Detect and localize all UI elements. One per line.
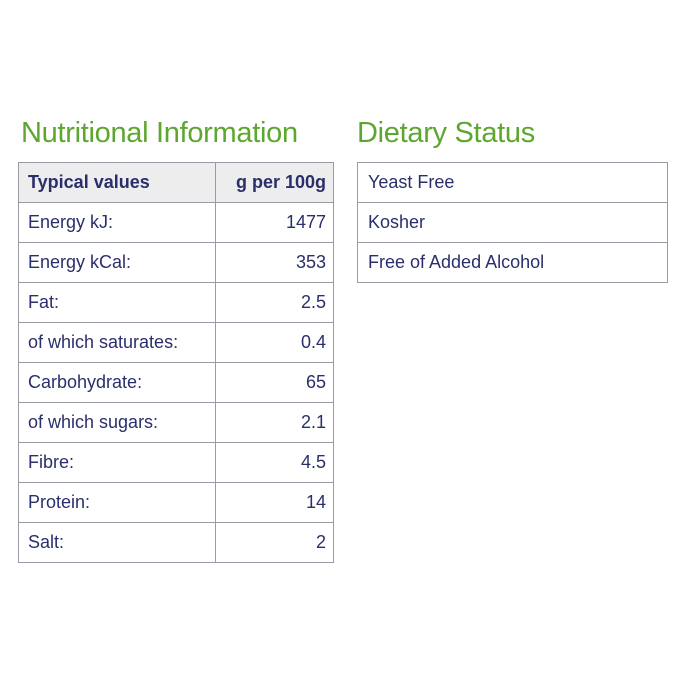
table-row: Energy kCal: 353 — [18, 242, 334, 283]
table-row: Salt: 2 — [18, 522, 334, 563]
nutrient-label: Energy kJ: — [18, 202, 216, 243]
nutrition-table: Typical values g per 100g Energy kJ: 147… — [18, 162, 334, 563]
nutrient-label: Protein: — [18, 482, 216, 523]
table-row: Carbohydrate: 65 — [18, 362, 334, 403]
table-row: Protein: 14 — [18, 482, 334, 523]
nutrient-value: 2 — [215, 522, 334, 563]
dietary-status-label: Yeast Free — [357, 162, 668, 203]
dietary-status-label: Free of Added Alcohol — [357, 242, 668, 283]
nutrient-label: Fibre: — [18, 442, 216, 483]
nutrient-value: 1477 — [215, 202, 334, 243]
table-row: Fat: 2.5 — [18, 282, 334, 323]
nutrient-label: Salt: — [18, 522, 216, 563]
nutrient-value: 2.5 — [215, 282, 334, 323]
table-row: of which saturates: 0.4 — [18, 322, 334, 363]
nutrient-label: Carbohydrate: — [18, 362, 216, 403]
nutrient-label: Energy kCal: — [18, 242, 216, 283]
nutrient-value: 4.5 — [215, 442, 334, 483]
nutrient-label: of which sugars: — [18, 402, 216, 443]
table-row: Fibre: 4.5 — [18, 442, 334, 483]
nutrient-label: of which saturates: — [18, 322, 216, 363]
nutrient-value: 0.4 — [215, 322, 334, 363]
table-row: Energy kJ: 1477 — [18, 202, 334, 243]
dietary-status-table: Yeast Free Kosher Free of Added Alcohol — [357, 162, 668, 283]
nutrition-header-label: Typical values — [18, 162, 216, 203]
nutrition-header-row: Typical values g per 100g — [18, 162, 334, 203]
nutrient-value: 353 — [215, 242, 334, 283]
list-item: Kosher — [357, 202, 668, 243]
nutrient-value: 65 — [215, 362, 334, 403]
nutrient-label: Fat: — [18, 282, 216, 323]
table-row: of which sugars: 2.1 — [18, 402, 334, 443]
dietary-status-label: Kosher — [357, 202, 668, 243]
nutrition-header-unit: g per 100g — [215, 162, 334, 203]
list-item: Yeast Free — [357, 162, 668, 203]
list-item: Free of Added Alcohol — [357, 242, 668, 283]
dietary-section-title: Dietary Status — [357, 117, 535, 149]
nutrition-section-title: Nutritional Information — [21, 117, 298, 149]
nutrient-value: 2.1 — [215, 402, 334, 443]
nutrient-value: 14 — [215, 482, 334, 523]
